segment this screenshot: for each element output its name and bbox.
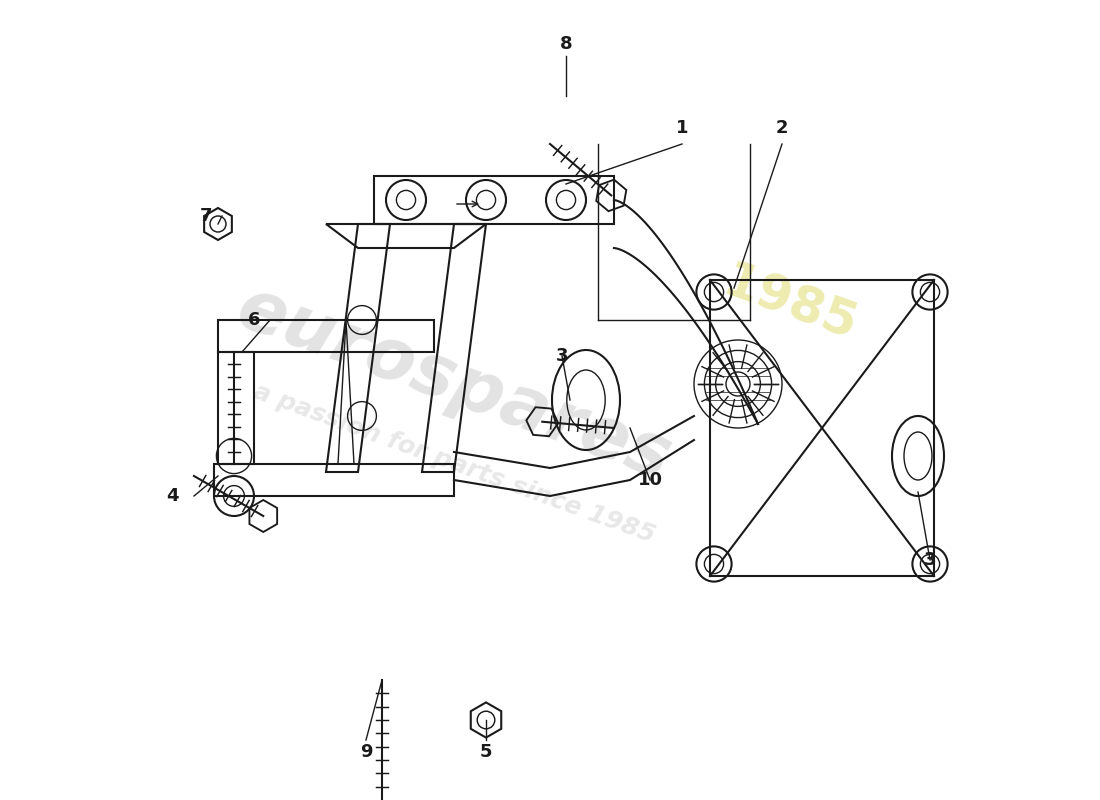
Text: 7: 7 (200, 207, 212, 225)
Text: 4: 4 (166, 487, 178, 505)
Text: 10: 10 (638, 471, 662, 489)
Text: a passion for parts since 1985: a passion for parts since 1985 (250, 380, 658, 548)
Text: 9: 9 (360, 743, 372, 761)
Text: 2: 2 (776, 119, 789, 137)
Text: 5: 5 (480, 743, 493, 761)
Text: 3: 3 (556, 347, 569, 365)
Text: 6: 6 (248, 311, 261, 329)
Text: eurospares: eurospares (228, 274, 681, 494)
Text: 1: 1 (675, 119, 689, 137)
Text: 3: 3 (924, 551, 936, 569)
Text: 8: 8 (560, 35, 572, 53)
Text: 1985: 1985 (716, 258, 864, 350)
